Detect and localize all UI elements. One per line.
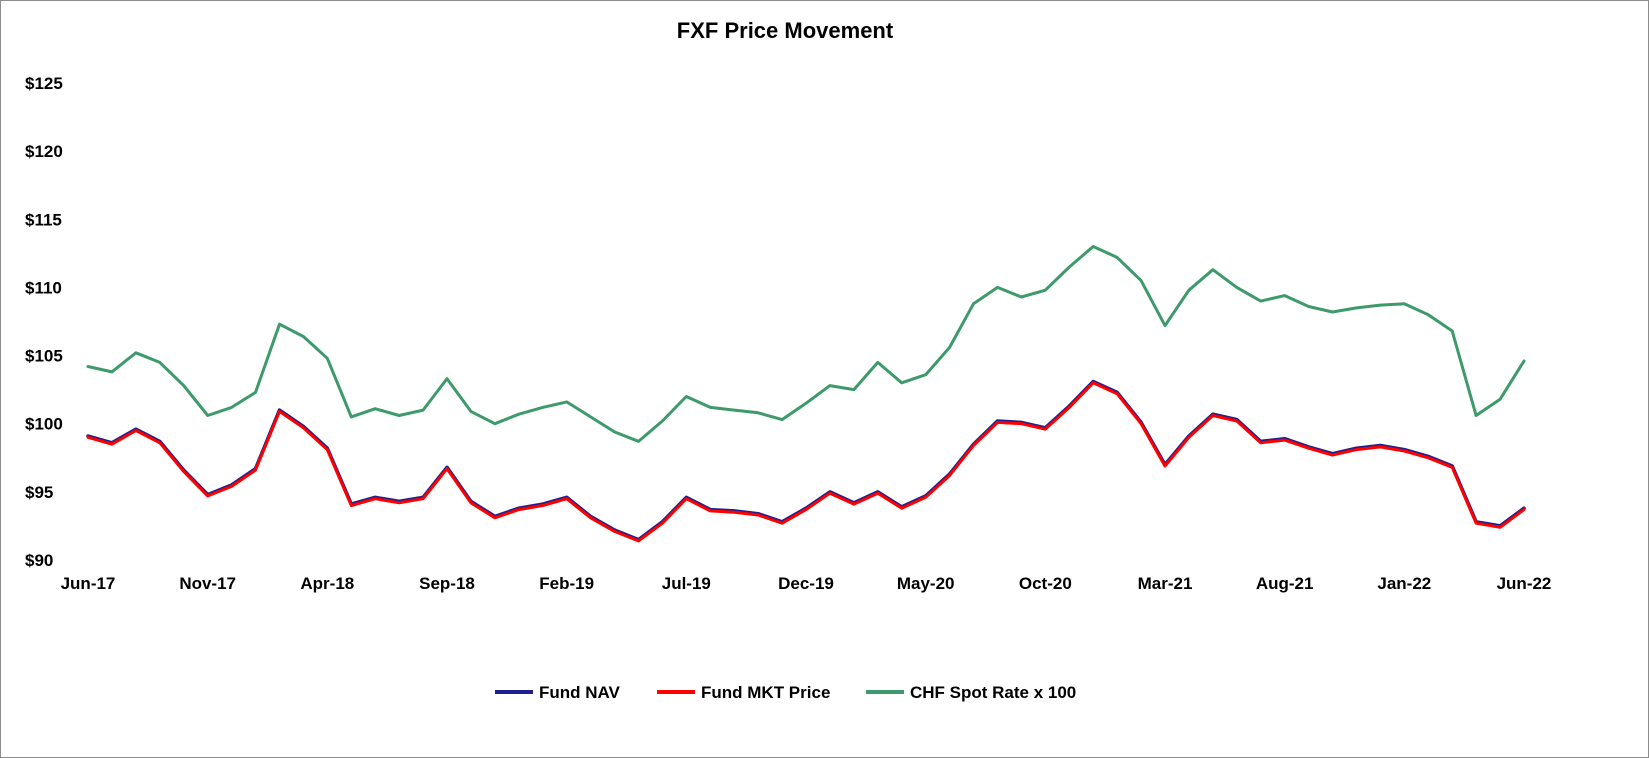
y-tick-label: $105 [25,347,63,366]
y-tick-label: $100 [25,415,63,434]
x-tick-label: Dec-19 [778,574,834,593]
x-tick-label: Jan-22 [1377,574,1431,593]
x-tick-label: Jul-19 [662,574,711,593]
x-tick-label: Apr-18 [300,574,354,593]
series-line-fund-mkt-price [86,381,1526,543]
x-tick-label: Mar-21 [1138,574,1193,593]
x-tick-label: Aug-21 [1256,574,1314,593]
x-tick-label: Nov-17 [179,574,236,593]
legend-label: Fund NAV [539,683,621,702]
x-tick-label: Feb-19 [539,574,594,593]
series-line-fund-nav [86,379,1526,542]
x-axis-ticks: Jun-17 Nov-17 Apr-18 Sep-18 Feb-19 Jul-19 Dec-… [61,574,1552,593]
legend-label: Fund MKT Price [701,683,830,702]
series-lines [86,245,1526,543]
legend: Fund NAV Fund MKT Price CHF Spot Rate x 10… [495,683,1076,702]
y-tick-label: $115 [25,210,62,229]
x-tick-label: May-20 [897,574,955,593]
y-tick-label: $125 [25,74,63,93]
x-tick-label: Jun-22 [1497,574,1552,593]
x-tick-label: Sep-18 [419,574,475,593]
series-line-chf-spot-rate [86,245,1526,443]
y-tick-label: $95 [25,483,53,502]
chart-title: FXF Price Movement [677,18,894,43]
y-axis-ticks: $90 $95 $100 $105 $110 $115 $120 $125 [25,74,63,570]
y-tick-label: $120 [25,142,63,161]
x-tick-label: Oct-20 [1019,574,1072,593]
y-tick-label: $90 [25,551,53,570]
y-tick-label: $110 [25,278,62,297]
x-tick-label: Jun-17 [61,574,116,593]
legend-label: CHF Spot Rate x 100 [910,683,1076,702]
